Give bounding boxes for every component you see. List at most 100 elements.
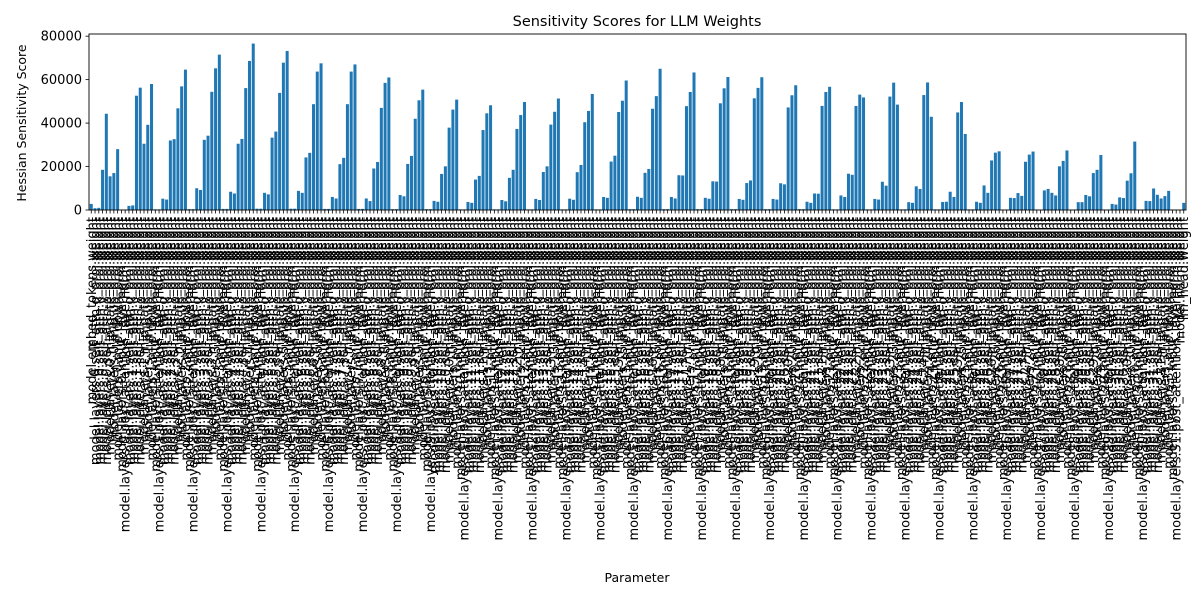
x-tick-label: model.layers.9.input_layernorm.weight <box>420 217 435 472</box>
x-tick-label: model.layers.27.self_attn.v_proj.weight <box>1011 217 1026 473</box>
bar <box>669 196 673 210</box>
x-tick-label: model.layers.6.self_attn.q_proj.weight <box>292 217 307 465</box>
bar <box>161 198 165 210</box>
x-tick-label: model.layers.18.self_attn.v_proj.weight <box>706 217 721 473</box>
bar <box>718 103 722 210</box>
bar <box>172 139 176 210</box>
x-tick-label: model.layers.25.self_attn.v_proj.weight <box>944 217 959 473</box>
bar <box>790 95 794 210</box>
x-tick-label: model.layers.1.mlp.up_proj.weight <box>141 217 156 442</box>
bar <box>360 208 364 210</box>
x-tick-label: model.layers.23.mlp.gate_proj.weight <box>883 217 898 463</box>
bar <box>1152 188 1156 210</box>
x-tick-label: model.layers.24.self_attn.k_proj.weight <box>906 217 921 473</box>
bar <box>417 100 421 210</box>
x-tick-label: model.layers.2.mlp.up_proj.weight <box>175 217 190 442</box>
bar <box>500 200 504 210</box>
bar <box>504 201 508 210</box>
x-tick-label: model.layers.22.post_attention_layernorm… <box>865 217 880 541</box>
bar <box>1020 195 1024 210</box>
bar <box>293 208 297 210</box>
x-tick-label: model.layers.30.mlp.up_proj.weight <box>1125 217 1140 450</box>
x-tick-label: model.layers.8.post_attention_layernorm.… <box>390 217 405 532</box>
x-tick-label: model.layers.13.input_layernorm.weight <box>556 217 571 480</box>
bar <box>639 197 643 210</box>
bar <box>959 102 963 210</box>
x-tick-label: model.layers.3.self_attn.k_proj.weight <box>194 217 209 464</box>
bar <box>266 194 270 210</box>
bar <box>251 43 255 211</box>
bar <box>647 168 651 210</box>
bar <box>247 60 251 210</box>
bar <box>101 169 105 210</box>
x-tick-label: model.layers.5.mlp.down_proj.weight <box>281 217 296 461</box>
x-tick-label: model.layers.15.self_attn.v_proj.weight <box>605 217 620 473</box>
x-tick-label: model.layers.30.mlp.gate_proj.weight <box>1121 217 1136 463</box>
x-tick-label: model.layers.4.mlp.down_proj.weight <box>247 217 262 461</box>
bar <box>1008 197 1012 210</box>
x-tick-label: model.layers.0.self_attn.v_proj.weight <box>96 217 111 465</box>
bar <box>914 186 918 210</box>
x-tick-label: model.layers.4.mlp.gate_proj.weight <box>239 217 254 455</box>
bar <box>688 92 692 210</box>
bar <box>183 69 187 210</box>
x-tick-label: model.layers.19.input_layernorm.weight <box>759 217 774 480</box>
y-tick-label: 60000 <box>41 73 82 88</box>
x-tick-label: model.layers.14.self_attn.v_proj.weight <box>571 217 586 473</box>
x-tick-label: model.layers.15.self_attn.q_proj.weight <box>597 217 612 473</box>
x-tick-label: model.layers.25.post_attention_layernorm… <box>966 217 981 541</box>
bar <box>368 201 372 210</box>
bar <box>556 98 560 210</box>
x-tick-label: model.layers.8.mlp.down_proj.weight <box>382 217 397 461</box>
bar <box>409 155 413 210</box>
x-tick-label: model.layers.4.self_attn.k_proj.weight <box>228 217 243 464</box>
bar <box>127 205 131 210</box>
bar <box>338 164 342 210</box>
x-tick-label: model.layers.5.self_attn.v_proj.weight <box>266 217 281 465</box>
x-tick-label: model.layers.28.self_attn.k_proj.weight <box>1042 217 1057 473</box>
bar <box>617 112 621 210</box>
x-tick-label: model.layers.31.post_attention_layernorm… <box>1170 217 1185 541</box>
x-tick-label: model.layers.23.self_attn.q_proj.weight <box>868 217 883 473</box>
x-tick-label: model.layers.14.self_attn.q_proj.weight <box>563 217 578 473</box>
x-tick-label: model.layers.20.self_attn.q_proj.weight <box>767 217 782 473</box>
x-tick-label: model.layers.0.input_layernorm.weight <box>115 217 130 472</box>
x-tick-label: model.layers.5.self_attn.k_proj.weight <box>262 217 277 464</box>
bar <box>843 196 847 210</box>
bar <box>711 181 715 210</box>
bar <box>658 68 662 211</box>
bar <box>944 201 948 210</box>
x-tick-label: model.layers.8.self_attn.v_proj.weight <box>367 217 382 465</box>
bar <box>673 198 677 210</box>
bar <box>620 100 624 210</box>
bar <box>289 208 293 210</box>
x-tick-label: model.layers.14.post_attention_layernorm… <box>593 217 608 541</box>
bar <box>895 104 899 210</box>
x-tick-label: model.layers.22.self_attn.v_proj.weight <box>842 217 857 473</box>
x-tick-label: model.layers.30.input_layernorm.weight <box>1132 217 1147 480</box>
x-tick-label: model.layers.26.self_attn.k_proj.weight <box>974 217 989 473</box>
x-tick-label: model.layers.22.self_attn.o_proj.weight <box>846 217 861 473</box>
x-tick-label: model.layers.7.mlp.down_proj.weight <box>348 217 363 461</box>
x-tick-label: model.layers.9.post_attention_layernorm.… <box>424 217 439 532</box>
x-tick-label: model.layers.15.post_attention_layernorm… <box>627 217 642 541</box>
x-tick-label: model.layers.10.self_attn.k_proj.weight <box>431 217 446 473</box>
x-tick-label: model.layers.19.self_attn.k_proj.weight <box>736 217 751 473</box>
x-tick-label: model.layers.6.self_attn.o_proj.weight <box>303 217 318 465</box>
x-tick-label: model.layers.22.mlp.gate_proj.weight <box>850 217 865 463</box>
x-tick-label: model.layers.11.mlp.down_proj.weight <box>484 217 499 469</box>
x-tick-label: model.layers.2.mlp.gate_proj.weight <box>171 217 186 455</box>
x-tick-label: model.layers.13.mlp.down_proj.weight <box>552 217 567 469</box>
x-tick-label: model.layers.17.mlp.gate_proj.weight <box>680 217 695 463</box>
x-tick-label: model.layers.12.self_attn.o_proj.weight <box>507 217 522 473</box>
x-tick-label: model.layers.0.mlp.down_proj.weight <box>111 217 126 461</box>
x-tick-label: model.layers.26.post_attention_layernorm… <box>1000 217 1015 541</box>
bar <box>214 68 218 210</box>
bar <box>854 105 858 210</box>
x-tick-label: model.layers.4.self_attn.q_proj.weight <box>224 217 239 465</box>
x-tick-label: model.layers.29.mlp.down_proj.weight <box>1094 217 1109 469</box>
x-tick-label: model.layers.25.mlp.gate_proj.weight <box>951 217 966 463</box>
bar <box>349 71 353 210</box>
x-tick-label: model.layers.19.mlp.up_proj.weight <box>752 217 767 450</box>
x-tick-label: model.layers.11.self_attn.k_proj.weight <box>465 217 480 473</box>
